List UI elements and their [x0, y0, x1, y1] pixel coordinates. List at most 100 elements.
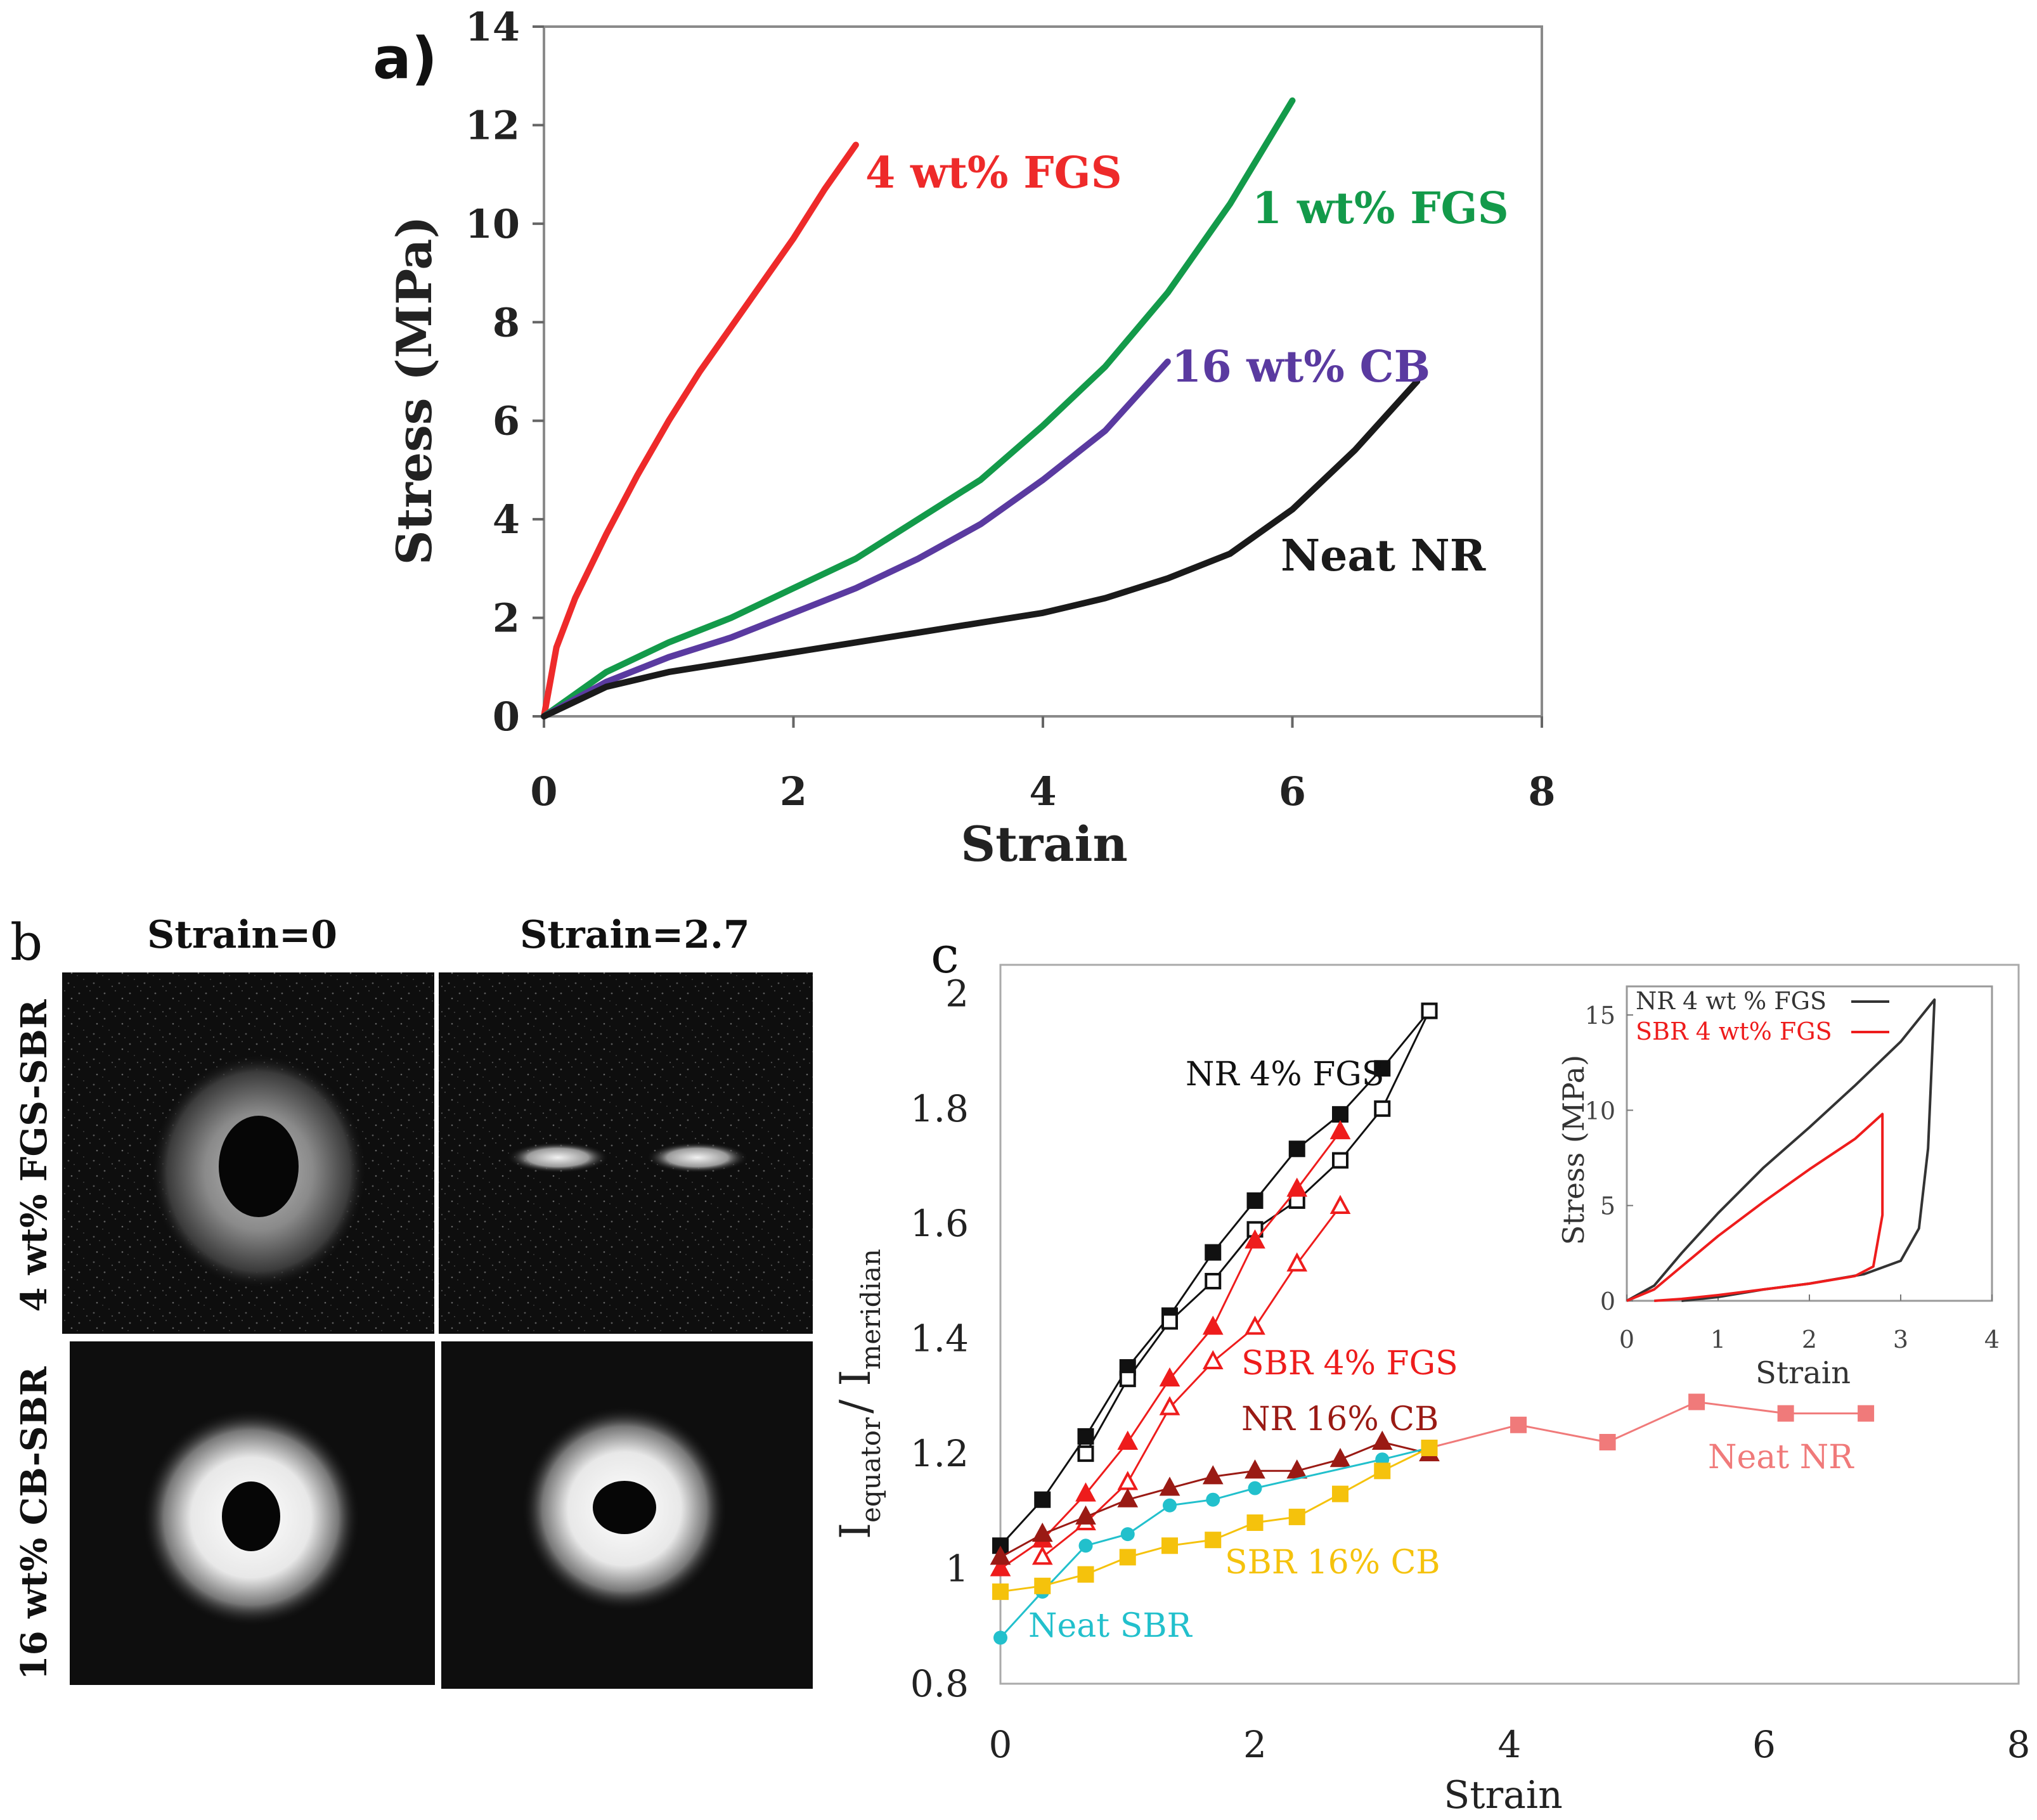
x-tick-label-c: 2 [1243, 1723, 1267, 1766]
data-point-nr-16-cb [1245, 1459, 1265, 1479]
xray-beamstop-cb-strain27 [593, 1481, 656, 1534]
x-tick-label-c: 8 [2007, 1723, 2031, 1766]
y-tick-label-a: 10 [465, 201, 520, 247]
y-tick-label-a: 12 [465, 102, 520, 148]
data-point-nr-4-fgs-open [1332, 1152, 1349, 1169]
x-tick-label-a: 4 [1029, 768, 1056, 815]
annotation-nr-4-fgs: NR 4% FGS [1186, 1055, 1384, 1094]
y-axis-title-c-sub1: equator [855, 1417, 886, 1523]
xray-row-label-fgs: 4 wt% FGS-SBR [13, 999, 55, 1312]
x-tick-label-a: 0 [530, 768, 557, 815]
data-point-nr-4-fgs-open [1205, 1272, 1222, 1289]
inset-x-tick-label: 0 [1619, 1326, 1634, 1353]
data-point-sbr-4-fgs-open [1286, 1252, 1308, 1272]
data-point-nr-16-cb [1117, 1488, 1139, 1507]
x-tick-label-c: 6 [1752, 1723, 1776, 1766]
inset-legend-label-sbr-4-wt-fgs: SBR 4 wt% FGS [1636, 1017, 1832, 1045]
x-axis-title-a: Strain [960, 816, 1127, 872]
y-axis-title-c: Iequator/ Imeridian [831, 1249, 886, 1539]
data-point-nr-4-fgs-filled [1077, 1428, 1094, 1445]
series-line-4-wt-fgs [541, 141, 859, 720]
y-tick-label-c: 2 [945, 972, 969, 1015]
data-point-nr-4-fgs-open [1077, 1445, 1094, 1462]
data-point-neat-sbr [1162, 1498, 1177, 1513]
series-line-1-wt-fgs [541, 97, 1296, 720]
annotation-neat-sbr: Neat SBR [1028, 1607, 1193, 1645]
panel-c-orientation-chart: 0.8 1 1.2 1.4 1.6 1.8 2 0 2 4 6 8 Strain Iequator/ Im… [831, 964, 2031, 1817]
data-point-sbr-4-fgs-filled [1202, 1315, 1224, 1335]
data-point-sbr-4-fgs-filled [1329, 1120, 1351, 1140]
data-point-sbr-4-fgs-open [1031, 1546, 1053, 1565]
inset-y-tick-label: 0 [1600, 1288, 1615, 1315]
data-point-sbr-16-cb [1288, 1508, 1305, 1525]
x-tick-label-a: 6 [1279, 768, 1306, 815]
series-label-4-wt-fgs: 4 wt% FGS [865, 148, 1122, 198]
data-point-sbr-4-fgs-filled [1117, 1430, 1139, 1450]
data-point-nr-4-fgs-filled [1374, 1060, 1391, 1077]
series-line-16-wt-cb [541, 358, 1171, 720]
data-point-sbr-4-fgs-filled [1159, 1367, 1180, 1387]
y-tick-label-a: 0 [493, 694, 520, 740]
data-point-nr-16-cb [1075, 1505, 1096, 1525]
data-point-sbr-16-cb [992, 1583, 1009, 1600]
series-label-16-wt-cb: 16 wt% CB [1172, 342, 1430, 392]
data-point-sbr-16-cb [1161, 1537, 1178, 1554]
y-tick-label-c: 1.2 [910, 1432, 969, 1475]
data-point-sbr-4-fgs-filled [1075, 1482, 1096, 1502]
data-point-neat-nr [1510, 1416, 1527, 1433]
data-point-sbr-16-cb [1205, 1532, 1222, 1549]
data-point-sbr-16-cb [1246, 1514, 1264, 1531]
xray-row-label-cb: 16 wt% CB-SBR [13, 1366, 55, 1681]
y-tick-label-a: 2 [493, 595, 520, 642]
y-tick-label-a: 14 [465, 4, 520, 50]
data-point-nr-4-fgs-open [1374, 1100, 1391, 1117]
data-point-neat-nr [1858, 1405, 1875, 1422]
y-tick-label-c: 1 [945, 1547, 969, 1591]
data-point-sbr-4-fgs-filled [1286, 1177, 1308, 1197]
xray-beamstop-fgs-strain0 [219, 1116, 299, 1217]
x-tick-label-c: 0 [989, 1723, 1012, 1766]
inset-x-tick-label: 1 [1710, 1326, 1726, 1353]
xray-col-label-strain0: Strain=0 [147, 913, 337, 957]
y-axis-title-c-main: I [831, 1523, 880, 1539]
data-point-neat-nr [1599, 1433, 1616, 1450]
data-point-sbr-16-cb [1034, 1577, 1051, 1594]
data-point-nr-4-fgs-open [1161, 1313, 1178, 1330]
inset-series-sbr-4-wt-fgs [1626, 1113, 1884, 1302]
data-point-nr-4-fgs-open [1421, 1002, 1438, 1019]
y-tick-label-c: 1.8 [910, 1087, 969, 1130]
x-axis-title-c: Strain [1444, 1773, 1563, 1817]
series-line-sbr-4-fgs-open [1042, 1206, 1342, 1558]
inset-legend-label-nr-4-wt-fgs: NR 4 wt % FGS [1636, 987, 1827, 1015]
y-tick-label-a: 8 [493, 299, 520, 345]
data-point-sbr-4-fgs-filled [990, 1557, 1011, 1577]
data-point-nr-16-cb [1159, 1476, 1180, 1496]
data-point-neat-sbr [1206, 1492, 1220, 1507]
series-line-neat-nr [1429, 1400, 1866, 1449]
data-point-nr-4-fgs-open [1119, 1371, 1136, 1388]
data-point-neat-sbr [1078, 1539, 1093, 1553]
data-point-nr-16-cb [990, 1546, 1011, 1565]
data-point-sbr-16-cb [1332, 1485, 1349, 1502]
annotation-sbr-4-fgs: SBR 4% FGS [1241, 1345, 1458, 1383]
panel-b-xray-images [62, 972, 813, 1689]
series-line-neat-nr [541, 378, 1421, 720]
data-point-sbr-16-cb [1119, 1549, 1136, 1566]
xray-streak-right [647, 1142, 748, 1173]
data-point-neat-sbr [993, 1630, 1007, 1645]
y-tick-label-c: 1.6 [910, 1202, 969, 1245]
annotation-nr-16-cb: NR 16% CB [1241, 1400, 1439, 1438]
data-point-nr-16-cb [1286, 1459, 1308, 1479]
y-tick-label-c: 1.4 [910, 1317, 969, 1360]
panel-letter-b: b [10, 913, 43, 972]
xray-image-fgs-strain27 [439, 972, 813, 1334]
data-point-nr-4-fgs-filled [1034, 1491, 1051, 1508]
data-point-nr-16-cb [1371, 1430, 1393, 1450]
data-point-nr-16-cb [1202, 1465, 1224, 1485]
x-tick-label-a: 8 [1528, 768, 1555, 815]
series-label-neat-nr: Neat NR [1281, 531, 1486, 581]
inset-chart: 0 5 10 15 0 1 2 3 4 Strain Stress (MPa) NR 4 wt % F… [1556, 985, 2000, 1391]
data-point-nr-4-fgs-filled [1332, 1106, 1349, 1123]
inset-y-tick-label: 15 [1585, 1002, 1615, 1029]
inset-x-axis-title: Strain [1756, 1355, 1851, 1391]
